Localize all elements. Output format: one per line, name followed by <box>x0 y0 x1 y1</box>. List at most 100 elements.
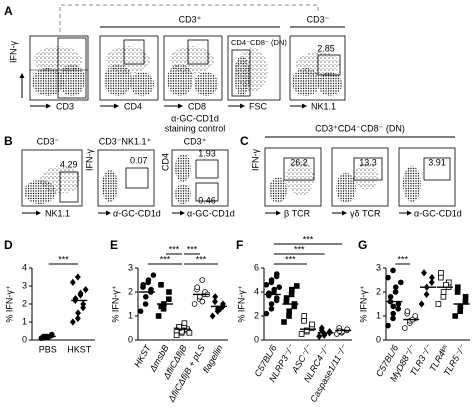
data-point <box>69 318 76 326</box>
x-label: α-GC-CD1d <box>187 208 235 218</box>
data-point <box>286 308 292 314</box>
data-point <box>454 284 461 290</box>
data-point <box>166 289 172 295</box>
data-point <box>199 298 206 305</box>
data-point <box>74 273 81 281</box>
data-point <box>390 315 396 322</box>
density <box>354 162 378 190</box>
density <box>236 48 268 92</box>
data-point <box>454 289 461 295</box>
y-tick-label: 2 <box>22 298 27 308</box>
data-point <box>452 313 458 319</box>
density <box>170 46 214 74</box>
y-tick-label: 3 <box>376 262 381 272</box>
data-point <box>440 289 447 295</box>
data-point <box>392 284 399 291</box>
y-tick-label: 0 <box>254 334 259 344</box>
significance-label: *** <box>169 244 180 254</box>
panel-letter: B <box>4 134 13 148</box>
data-point <box>283 295 290 301</box>
data-point <box>268 301 275 307</box>
data-point <box>440 293 447 300</box>
data-point <box>155 313 162 319</box>
data-point <box>197 293 203 300</box>
x-label: CD8 <box>188 101 206 111</box>
panel-letter: D <box>4 238 13 252</box>
data-point <box>385 274 391 281</box>
density <box>106 46 150 74</box>
gate <box>125 167 149 189</box>
data-point <box>69 278 76 287</box>
data-point <box>298 331 305 337</box>
plot-title: CD3⁺CD4⁻CD8⁻ (DN) <box>315 123 405 133</box>
x-label: α-GC-CD1d <box>113 208 161 218</box>
data-point <box>150 272 157 279</box>
data-point <box>435 301 442 307</box>
significance-label: *** <box>285 254 296 264</box>
data-point <box>318 324 325 332</box>
data-point <box>173 332 180 338</box>
data-point <box>212 293 219 301</box>
gate-value: 4.29 <box>60 159 78 169</box>
significance-label: *** <box>294 244 305 254</box>
data-point <box>392 289 399 295</box>
group-header: CD3⁻ <box>307 14 330 24</box>
gate <box>423 157 451 181</box>
panel-a: A CD3⁺ CD3⁻ IFN-γ CD3 CD4 CD8 CD4⁻CD8⁻ (… <box>4 4 346 111</box>
data-point <box>276 284 283 291</box>
gate <box>195 182 219 202</box>
x-label: NK1.1 <box>45 208 70 218</box>
y-tick-label: 1 <box>128 310 133 320</box>
gate-value: 2.85 <box>317 43 335 53</box>
y-tick-label: 2 <box>376 286 381 296</box>
gate <box>195 159 219 179</box>
gate <box>283 157 315 181</box>
gate-value: 3.91 <box>428 157 446 167</box>
data-point <box>173 327 180 334</box>
data-point <box>429 273 435 282</box>
data-point <box>437 274 444 281</box>
data-point <box>194 284 201 291</box>
data-point <box>288 291 295 298</box>
gate <box>57 37 87 99</box>
data-point <box>457 303 464 310</box>
data-point <box>143 293 149 300</box>
data-point <box>301 313 307 319</box>
data-point <box>385 322 391 329</box>
data-point <box>263 281 270 288</box>
plot-title: staining control <box>165 123 226 133</box>
y-tick-label: 0 <box>128 334 133 344</box>
gate <box>317 54 341 76</box>
data-point <box>387 293 394 300</box>
data-point <box>148 286 154 293</box>
data-point <box>390 267 396 274</box>
data-point <box>158 303 165 310</box>
gate-value: 26.2 <box>290 157 308 167</box>
data-point <box>288 286 295 293</box>
y-tick-label: 3 <box>22 280 27 290</box>
y-label: % IFN-γ⁺ <box>4 285 14 322</box>
x-label: NK1.1 <box>311 101 336 111</box>
data-point <box>191 301 198 307</box>
data-point <box>142 301 149 307</box>
data-point <box>263 310 270 317</box>
data-point <box>212 297 218 306</box>
panel-letter: A <box>4 4 13 18</box>
density <box>194 72 218 96</box>
y-tick-label: 0 <box>376 334 381 344</box>
data-point <box>199 277 206 283</box>
gate-value: 13.3 <box>359 157 377 167</box>
data-point <box>423 290 430 299</box>
x-label: CD4 <box>124 101 142 111</box>
gate <box>59 171 79 203</box>
x-tick-label: PBS <box>39 344 57 354</box>
data-point <box>309 321 315 328</box>
data-point <box>418 300 425 308</box>
x-tick-label: HKST <box>67 344 92 354</box>
panel-letter: E <box>110 238 118 252</box>
data-point <box>165 296 172 302</box>
significance-label: *** <box>58 254 69 264</box>
significance-label: *** <box>160 254 171 264</box>
data-point <box>281 319 287 325</box>
gate <box>353 157 383 181</box>
